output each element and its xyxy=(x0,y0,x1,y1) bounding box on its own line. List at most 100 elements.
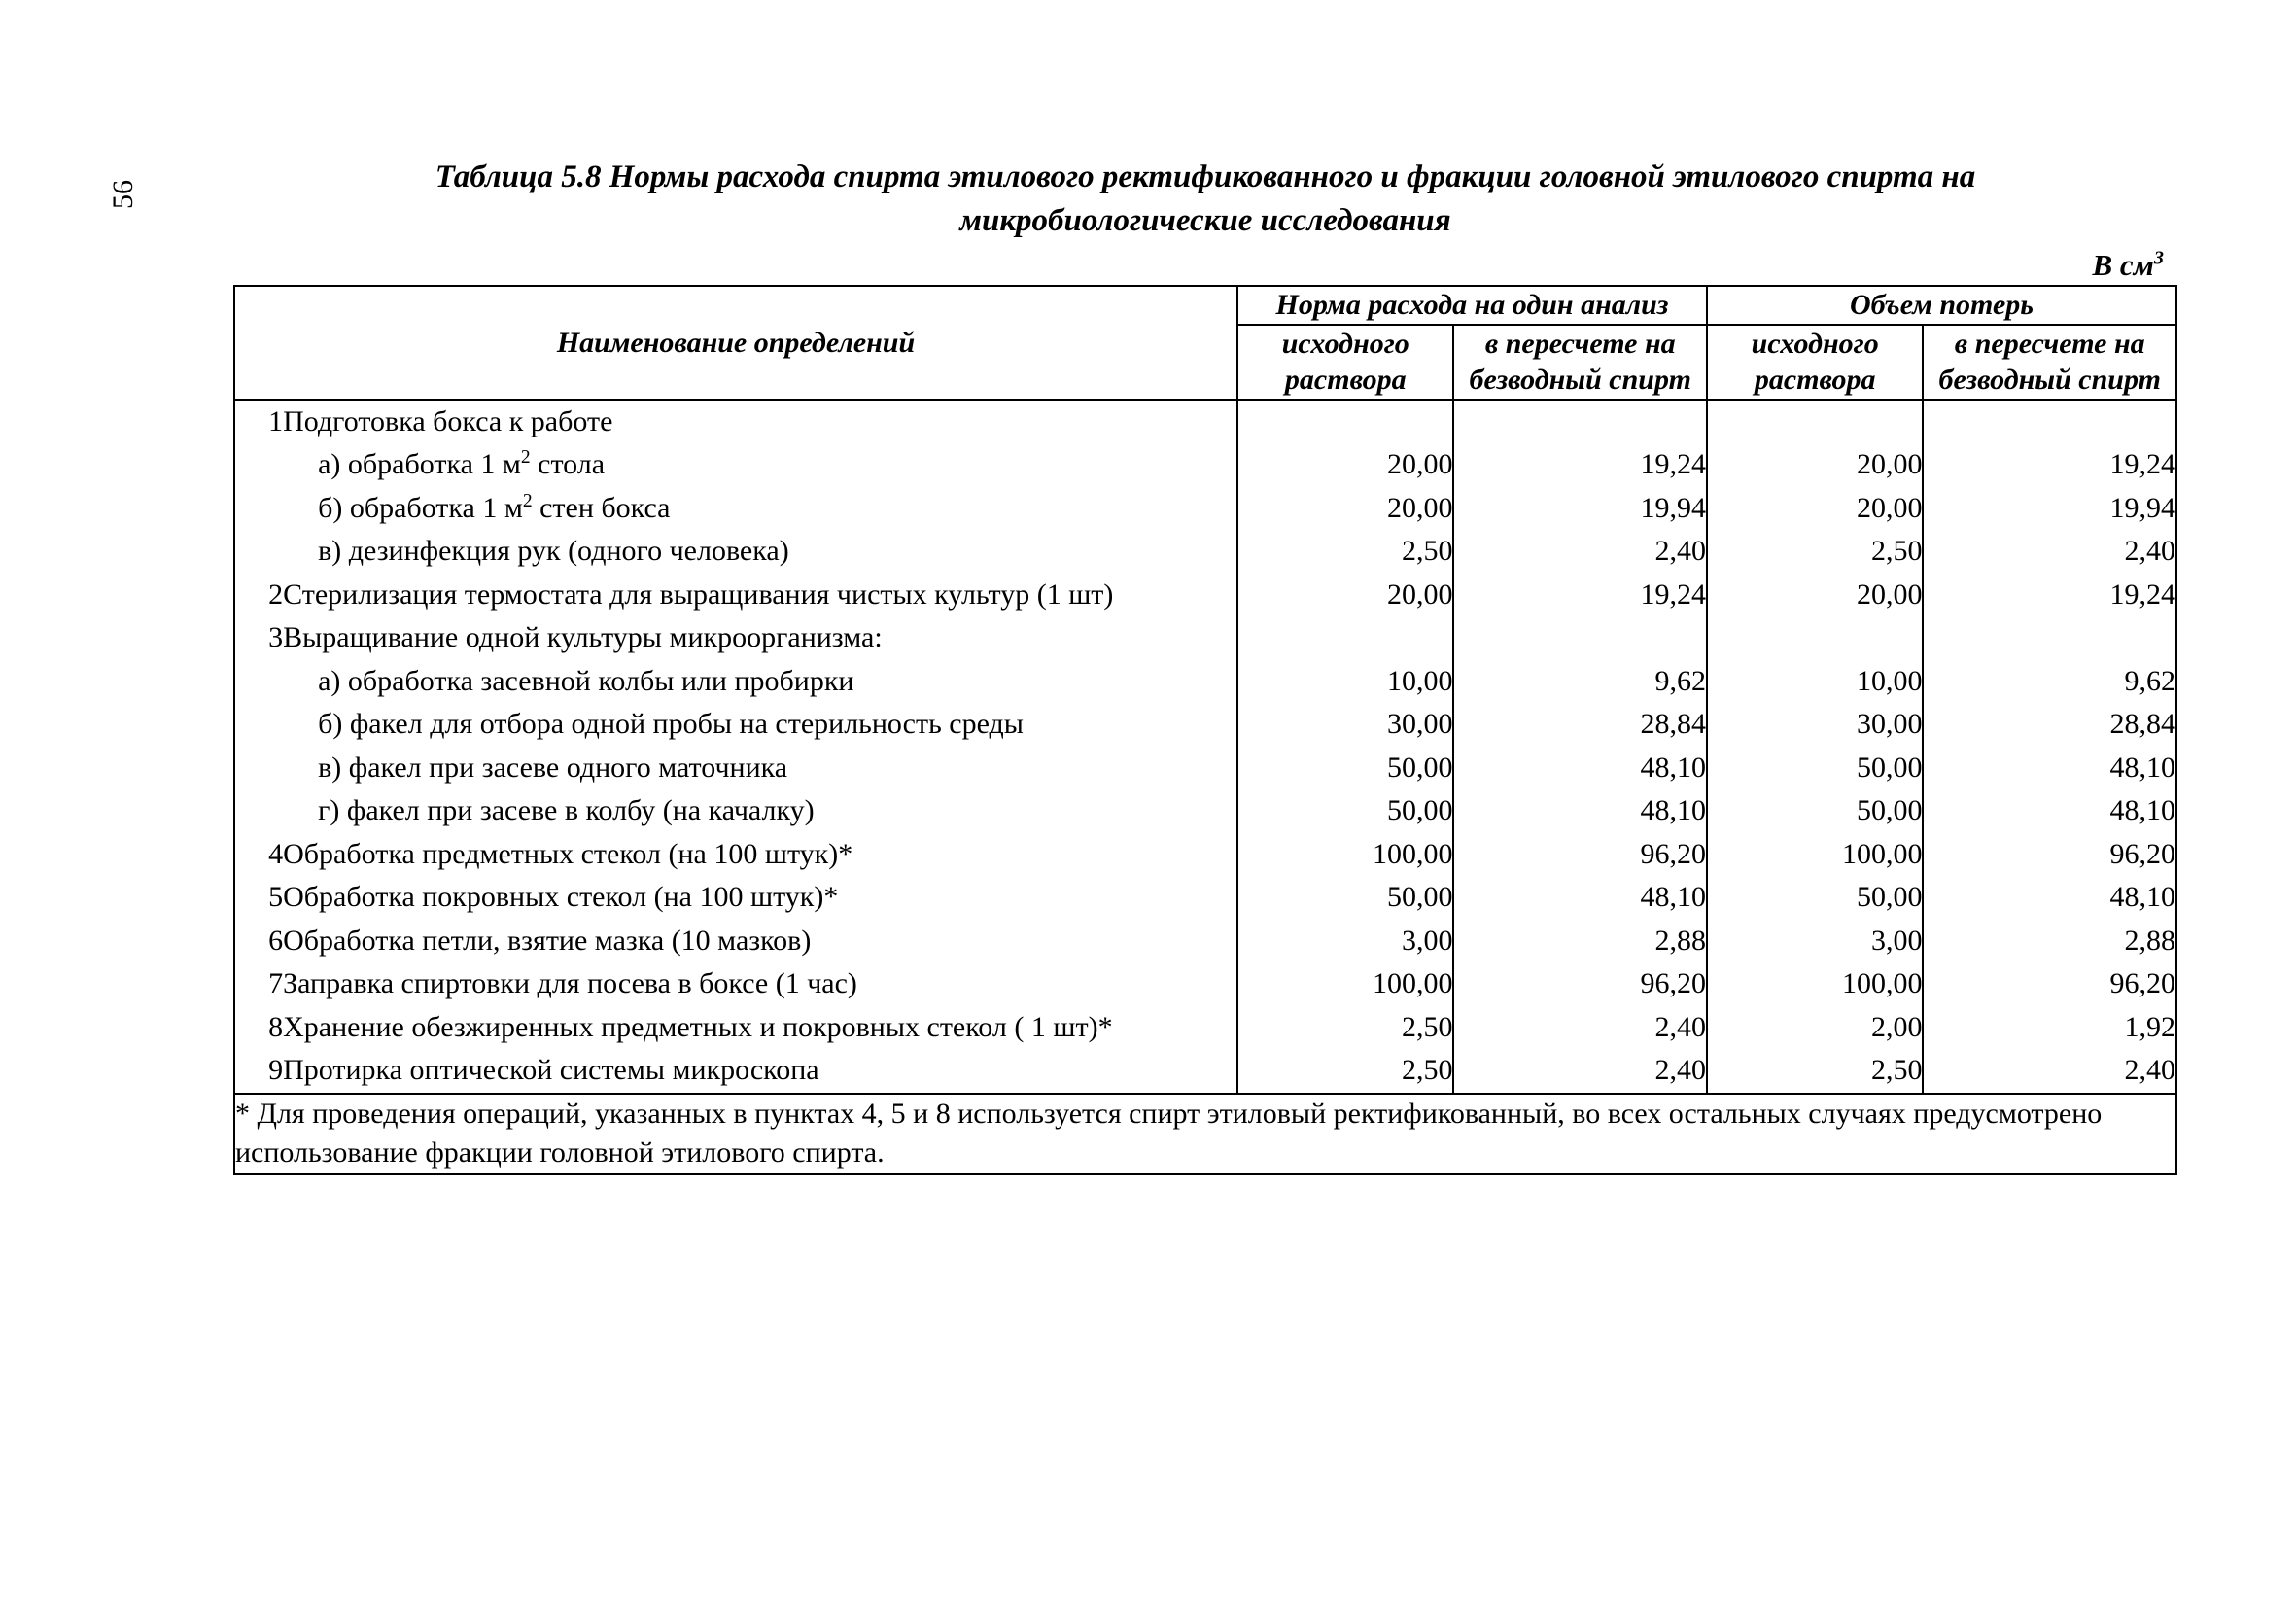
table-header: Наименование определений Норма расхода н… xyxy=(234,286,2176,400)
table-row: б) факел для отбора одной пробы на стери… xyxy=(234,703,2176,747)
row-number: 3 xyxy=(234,616,283,660)
row-value: 19,24 xyxy=(1453,574,1707,617)
row-number: 1 xyxy=(234,400,283,444)
row-value: 20,00 xyxy=(1237,574,1453,617)
row-name: Обработка петли, взятие мазка (10 мазков… xyxy=(283,920,1237,963)
unit-sup: 3 xyxy=(2154,248,2164,269)
row-number: 7 xyxy=(234,962,283,1006)
unit-label: В см3 xyxy=(233,248,2177,283)
row-value: 19,24 xyxy=(1923,574,2176,617)
row-value: 1,92 xyxy=(1923,1006,2176,1050)
row-value: 96,20 xyxy=(1453,833,1707,877)
row-name: в) дезинфекция рук (одного человека) xyxy=(283,530,1237,574)
row-name: Заправка спиртовки для посева в боксе (1… xyxy=(283,962,1237,1006)
row-value: 96,20 xyxy=(1453,962,1707,1006)
row-value: 2,50 xyxy=(1707,530,1923,574)
header-sub-c: исходного раствора xyxy=(1707,325,1923,400)
row-value: 30,00 xyxy=(1237,703,1453,747)
row-value: 50,00 xyxy=(1707,789,1923,833)
footnote-text: * Для проведения операций, указанных в п… xyxy=(234,1094,2176,1174)
footnote-row: * Для проведения операций, указанных в п… xyxy=(234,1094,2176,1174)
table-title: Таблица 5.8 Нормы расхода спирта этилово… xyxy=(233,156,2177,242)
row-value: 48,10 xyxy=(1453,789,1707,833)
table-row: 3Выращивание одной культуры микроорганиз… xyxy=(234,616,2176,660)
row-value: 2,88 xyxy=(1453,920,1707,963)
table-row: 6Обработка петли, взятие мазка (10 мазко… xyxy=(234,920,2176,963)
row-name: Хранение обезжиренных предметных и покро… xyxy=(283,1006,1237,1050)
row-name: Подготовка бокса к работе xyxy=(283,400,1237,444)
row-value: 3,00 xyxy=(1237,920,1453,963)
row-value: 48,10 xyxy=(1923,747,2176,790)
table-row: 8Хранение обезжиренных предметных и покр… xyxy=(234,1006,2176,1050)
row-number xyxy=(234,443,283,487)
row-name: Выращивание одной культуры микроорганизм… xyxy=(283,616,1237,660)
header-group-2: Объем потерь xyxy=(1707,286,2176,325)
row-name: б) обработка 1 м2 стен бокса xyxy=(283,487,1237,531)
row-number: 4 xyxy=(234,833,283,877)
row-value xyxy=(1923,616,2176,660)
page-number: 56 xyxy=(107,180,140,209)
table-row: 5Обработка покровных стекол (на 100 штук… xyxy=(234,876,2176,920)
table-row: 2Стерилизация термостата для выращивания… xyxy=(234,574,2176,617)
row-number xyxy=(234,660,283,704)
row-value: 20,00 xyxy=(1707,574,1923,617)
row-value: 19,94 xyxy=(1453,487,1707,531)
row-value: 20,00 xyxy=(1237,487,1453,531)
row-value: 100,00 xyxy=(1707,833,1923,877)
row-name: б) факел для отбора одной пробы на стери… xyxy=(283,703,1237,747)
row-value: 10,00 xyxy=(1707,660,1923,704)
data-table: Наименование определений Норма расхода н… xyxy=(233,285,2177,1175)
row-value: 100,00 xyxy=(1237,833,1453,877)
row-value: 3,00 xyxy=(1707,920,1923,963)
row-value xyxy=(1453,400,1707,444)
row-value: 2,40 xyxy=(1453,1006,1707,1050)
row-value xyxy=(1237,400,1453,444)
row-value: 19,94 xyxy=(1923,487,2176,531)
row-value: 2,50 xyxy=(1237,1049,1453,1094)
row-number xyxy=(234,747,283,790)
row-value: 2,00 xyxy=(1707,1006,1923,1050)
row-value: 50,00 xyxy=(1237,747,1453,790)
table-row: в) дезинфекция рук (одного человека) 2,50… xyxy=(234,530,2176,574)
header-sub-a: исходного раствора xyxy=(1237,325,1453,400)
row-value: 48,10 xyxy=(1923,789,2176,833)
row-number: 5 xyxy=(234,876,283,920)
row-value: 100,00 xyxy=(1707,962,1923,1006)
row-value: 96,20 xyxy=(1923,962,2176,1006)
table-row: г) факел при засеве в колбу (на качалку)… xyxy=(234,789,2176,833)
header-sub-d: в пересчете на безводный спирт xyxy=(1923,325,2176,400)
table-row: 1Подготовка бокса к работе xyxy=(234,400,2176,444)
row-name: Протирка оптической системы микроскопа xyxy=(283,1049,1237,1094)
row-value: 2,40 xyxy=(1923,530,2176,574)
row-value xyxy=(1237,616,1453,660)
row-number xyxy=(234,789,283,833)
row-value: 10,00 xyxy=(1237,660,1453,704)
row-value: 2,88 xyxy=(1923,920,2176,963)
row-name: а) обработка засевной колбы или пробирки xyxy=(283,660,1237,704)
table-body: 1Подготовка бокса к работеа) обработка 1… xyxy=(234,400,2176,1174)
row-number: 8 xyxy=(234,1006,283,1050)
unit-prefix: В см xyxy=(2092,248,2153,282)
table-row: 7Заправка спиртовки для посева в боксе (… xyxy=(234,962,2176,1006)
row-value: 50,00 xyxy=(1707,747,1923,790)
row-value: 28,84 xyxy=(1923,703,2176,747)
row-name: в) факел при засеве одного маточника xyxy=(283,747,1237,790)
row-value xyxy=(1923,400,2176,444)
row-value: 30,00 xyxy=(1707,703,1923,747)
title-line-2: микробиологические исследования xyxy=(959,203,1450,238)
row-value: 20,00 xyxy=(1237,443,1453,487)
document-content: Таблица 5.8 Нормы расхода спирта этилово… xyxy=(233,156,2177,1175)
row-value: 19,24 xyxy=(1453,443,1707,487)
row-number xyxy=(234,703,283,747)
header-group-1: Норма расхода на один анализ xyxy=(1237,286,1707,325)
row-value: 96,20 xyxy=(1923,833,2176,877)
row-value: 100,00 xyxy=(1237,962,1453,1006)
row-name: Обработка предметных стекол (на 100 штук… xyxy=(283,833,1237,877)
table-row: а) обработка 1 м2 стола20,0019,2420,0019… xyxy=(234,443,2176,487)
row-value xyxy=(1707,400,1923,444)
row-value: 2,50 xyxy=(1237,1006,1453,1050)
table-row: б) обработка 1 м2 стен бокса20,0019,9420… xyxy=(234,487,2176,531)
header-sub-b: в пересчете на безводный спирт xyxy=(1453,325,1707,400)
row-value: 2,40 xyxy=(1453,1049,1707,1094)
header-name: Наименование определений xyxy=(234,286,1237,400)
